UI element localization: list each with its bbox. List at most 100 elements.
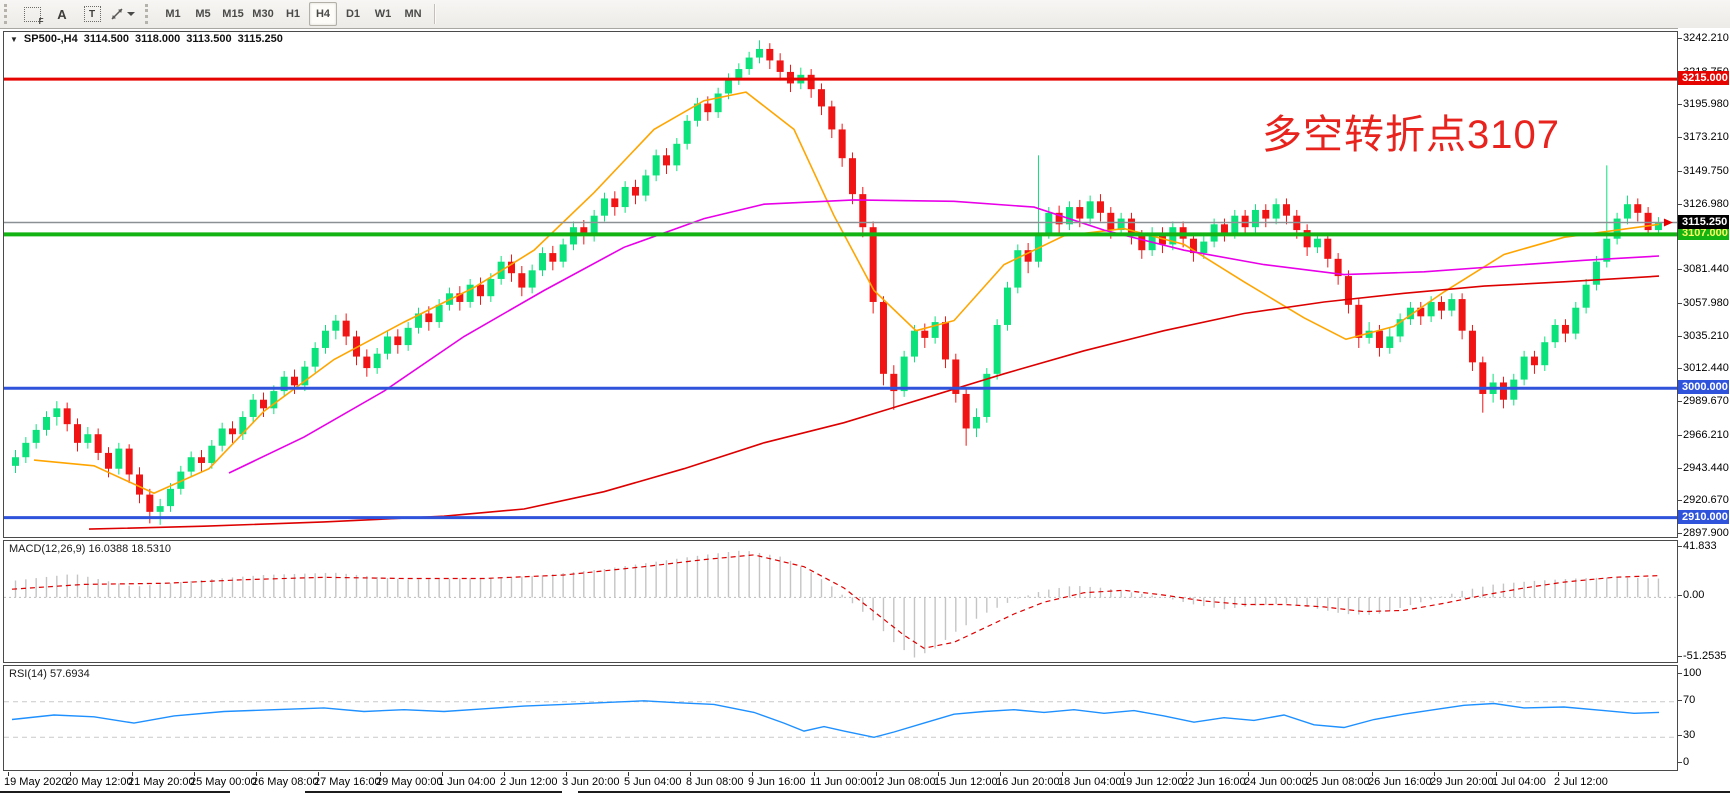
toolbar: F A T M1 M5 M15 M30 H1 H4 D1 W1 MN — [0, 0, 1730, 29]
time-tick — [1248, 772, 1249, 776]
dock-grid-icon[interactable]: F — [18, 2, 46, 26]
time-label: 9 Jun 16:00 — [748, 776, 806, 788]
toolbar-drag-handle[interactable] — [4, 4, 11, 24]
time-axis[interactable]: 19 May 2020 20 May 12:00 21 May 20:00 25 Ma… — [3, 772, 1678, 791]
time-tick — [1000, 772, 1001, 776]
time-tick — [194, 772, 195, 776]
time-tick — [1062, 772, 1063, 776]
timeframe-button-M1[interactable]: M1 — [165, 8, 181, 20]
insert-text-icon: A — [57, 6, 67, 22]
chevron-down-icon[interactable] — [127, 12, 135, 16]
rsi-tick: 0 — [1677, 756, 1690, 768]
time-tick — [380, 772, 381, 776]
rsi-line — [11, 700, 1660, 739]
macd-tick: -51.2535 — [1677, 650, 1727, 662]
time-tick — [8, 772, 9, 776]
time-label: 1 Jul 04:00 — [1492, 776, 1546, 788]
arrows-tool-button[interactable] — [108, 2, 140, 26]
text-label-button[interactable]: T — [78, 2, 106, 26]
price-tick: 3057.980 — [1678, 296, 1729, 309]
time-label: 24 Jun 00:00 — [1244, 776, 1308, 788]
time-tick — [256, 772, 257, 776]
bottom-window-edge — [0, 791, 1730, 796]
insert-text-button[interactable]: A — [48, 2, 76, 26]
time-tick — [690, 772, 691, 776]
time-tick — [628, 772, 629, 776]
time-tick — [1372, 772, 1373, 776]
price-tick: 3195.980 — [1678, 98, 1729, 111]
ohlc-high: 3118.000 — [135, 33, 181, 45]
symbol-name: SP500-,H4 — [23, 33, 78, 45]
time-label: 16 Jun 20:00 — [996, 776, 1060, 788]
time-label: 19 Jun 12:00 — [1120, 776, 1184, 788]
rsi-tick: 70 — [1677, 693, 1696, 706]
timeframe-button-M30[interactable]: M30 — [252, 8, 274, 20]
time-label: 1 Jun 04:00 — [438, 776, 496, 788]
time-label: 27 May 16:00 — [314, 776, 381, 788]
time-label: 22 Jun 16:00 — [1182, 776, 1246, 788]
chart-annotation-text: 多空转折点3107 — [1262, 113, 1560, 157]
collapse-arrow-icon[interactable]: ▼ — [10, 34, 18, 44]
macd-tick: 0.00 — [1677, 589, 1705, 602]
ma-mid-line — [228, 199, 1660, 474]
time-tick — [504, 772, 505, 776]
timeframe-group: M1 M5 M15 M30 H1 H4 D1 W1 MN — [158, 2, 428, 26]
time-label: 15 Jun 12:00 — [934, 776, 998, 788]
timeframe-button-M5[interactable]: M5 — [195, 8, 211, 20]
price-tick: 3012.440 — [1678, 362, 1729, 375]
time-label: 21 May 20:00 — [128, 776, 195, 788]
price-line-label: 3215.000 — [1678, 71, 1729, 86]
text-label-icon: T — [83, 6, 101, 22]
time-tick — [814, 772, 815, 776]
main-chart-panel[interactable]: ▼ SP500-,H4 3114.500 3118.000 3113.500 3… — [3, 31, 1678, 538]
time-label: 29 May 00:00 — [376, 776, 443, 788]
time-tick — [70, 772, 71, 776]
last-price-arrow-icon — [1663, 218, 1673, 227]
timeframe-button-M15[interactable]: M15 — [222, 8, 244, 20]
time-label: 18 Jun 04:00 — [1058, 776, 1122, 788]
time-tick — [938, 772, 939, 776]
price-tick: 2943.440 — [1678, 461, 1729, 474]
time-label: 3 Jun 20:00 — [562, 776, 620, 788]
time-label: 29 Jun 20:00 — [1430, 776, 1494, 788]
timeframe-button-MN[interactable]: MN — [404, 8, 422, 20]
window-edge-segment — [578, 791, 1730, 795]
timeframe-button-D1[interactable]: D1 — [345, 8, 361, 20]
time-label: 26 Jun 16:00 — [1368, 776, 1432, 788]
timeframe-button-H1[interactable]: H1 — [285, 8, 301, 20]
time-tick — [1434, 772, 1435, 776]
time-label: 2 Jul 12:00 — [1554, 776, 1608, 788]
price-tick: 3173.210 — [1678, 131, 1729, 144]
time-tick — [1186, 772, 1187, 776]
price-line-label: 3000.000 — [1678, 380, 1729, 395]
time-label: 5 Jun 04:00 — [624, 776, 682, 788]
macd-indicator-panel[interactable]: MACD(12,26,9) 16.0388 18.5310 — [3, 540, 1678, 663]
time-tick — [132, 772, 133, 776]
price-tick: 2989.670 — [1678, 395, 1729, 408]
price-line-label: 3115.250 — [1678, 214, 1729, 229]
timeframe-button-W1[interactable]: W1 — [374, 8, 392, 20]
time-label: 19 May 2020 — [4, 776, 68, 788]
dock-grid-icon: F — [23, 6, 44, 26]
macd-signal-line — [11, 554, 1660, 649]
macd-chart — [4, 550, 1677, 658]
window-edge-segment — [305, 791, 562, 795]
price-tick: 3242.210 — [1678, 32, 1729, 44]
candlestick-chart[interactable] — [4, 32, 1677, 537]
timeframe-button-H4[interactable]: H4 — [309, 2, 337, 26]
time-tick — [1558, 772, 1559, 776]
rsi-indicator-panel[interactable]: RSI(14) 57.6934 — [3, 665, 1678, 771]
rsi-label: RSI(14) 57.6934 — [9, 668, 90, 680]
price-axis[interactable]: 3242.2103218.7503195.9803173.2103149.750… — [1677, 28, 1730, 793]
rsi-chart — [4, 700, 1677, 739]
macd-label: MACD(12,26,9) 16.0388 18.5310 — [9, 543, 172, 555]
time-tick — [442, 772, 443, 776]
ohlc-close: 3115.250 — [237, 33, 283, 45]
arrows-tool-icon — [111, 8, 123, 20]
time-label: 12 Jun 08:00 — [872, 776, 936, 788]
time-tick — [566, 772, 567, 776]
price-tick: 2920.670 — [1678, 494, 1729, 507]
toolbar-drag-handle[interactable] — [145, 4, 152, 24]
time-label: 25 May 00:00 — [190, 776, 257, 788]
